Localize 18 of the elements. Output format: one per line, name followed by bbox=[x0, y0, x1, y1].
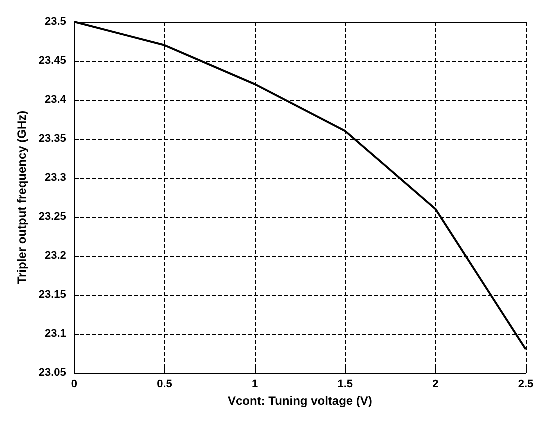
y-tick-label: 23.2 bbox=[45, 250, 66, 262]
y-tick-label: 23.05 bbox=[38, 367, 66, 379]
y-tick-label: 23.4 bbox=[45, 94, 68, 106]
y-tick-label: 23.5 bbox=[45, 16, 66, 28]
x-tick-label: 2 bbox=[432, 378, 439, 390]
y-tick-label: 23.15 bbox=[38, 289, 66, 301]
x-tick-label: 2.5 bbox=[518, 378, 534, 390]
x-tick-label: 0.5 bbox=[157, 378, 172, 390]
y-axis-title: Tripler output frequency (GHz) bbox=[15, 110, 29, 284]
y-tick-label: 23.45 bbox=[38, 55, 66, 67]
x-tick-label: 0 bbox=[71, 378, 78, 390]
x-tick-label: 1 bbox=[252, 378, 258, 390]
y-tick-label: 23.35 bbox=[38, 133, 66, 145]
y-tick-label: 23.25 bbox=[38, 211, 66, 223]
x-axis-title: Vcont: Tuning voltage (V) bbox=[228, 394, 372, 408]
y-tick-label: 23.1 bbox=[45, 328, 66, 340]
x-tick-label: 1.5 bbox=[338, 378, 354, 390]
y-tick-label: 23.3 bbox=[45, 172, 66, 184]
